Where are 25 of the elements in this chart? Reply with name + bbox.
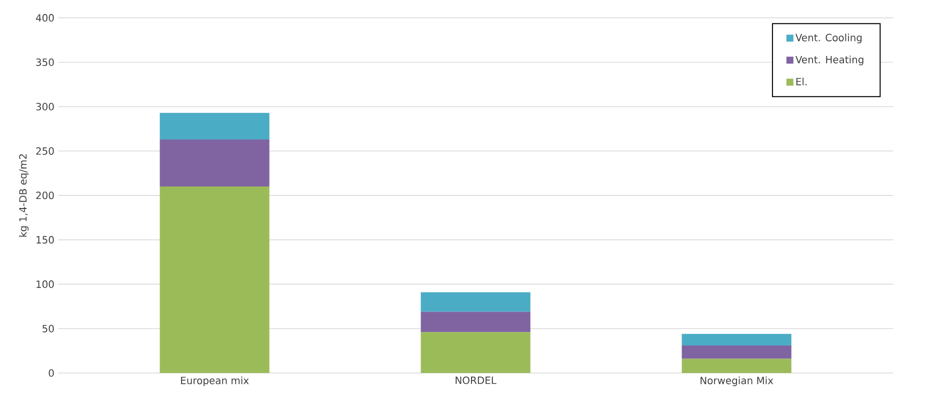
y-tick-label: 100	[36, 280, 54, 288]
bar	[682, 345, 792, 359]
y-tick-label: 300	[36, 102, 54, 110]
legend-label: Vent. Heating	[795, 56, 864, 66]
bar	[420, 332, 530, 373]
y-tick-label: 400	[36, 14, 54, 22]
bar	[160, 112, 270, 140]
bar	[160, 186, 270, 373]
y-axis-title: kg 1,4-DB eq/m2	[18, 154, 29, 237]
bar	[160, 139, 270, 187]
y-tick-label: 200	[36, 192, 54, 200]
bar	[420, 312, 530, 332]
y-tick-label: 250	[36, 147, 54, 155]
y-tick-label: 150	[36, 236, 54, 244]
bar	[420, 292, 530, 312]
x-tick-label: European mix	[181, 376, 249, 386]
x-tick-label: NORDEL	[456, 376, 496, 384]
bar	[682, 334, 792, 346]
y-tick-label: 350	[36, 58, 54, 66]
y-tick-label: 0	[48, 369, 54, 377]
legend-label: El.	[796, 78, 807, 86]
y-tick-label: 50	[42, 324, 54, 332]
legend-label: Vent. Cooling	[795, 34, 862, 44]
bar	[682, 358, 792, 373]
x-tick-label: Norwegian Mix	[700, 376, 774, 386]
